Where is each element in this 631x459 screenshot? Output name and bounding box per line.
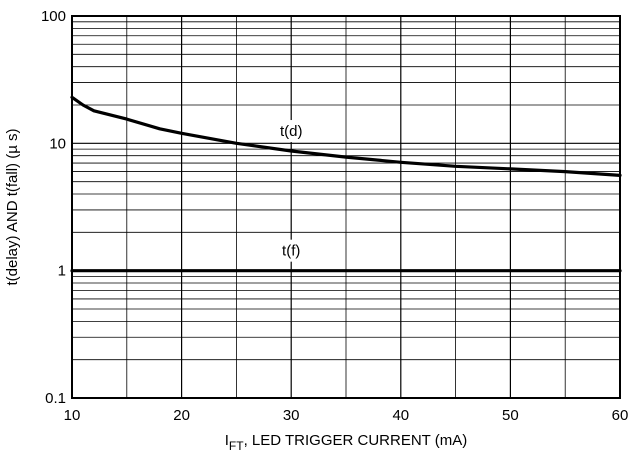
x-tick-label: 10 bbox=[64, 407, 81, 424]
y-tick-label: 100 bbox=[41, 8, 66, 25]
y-tick-label: 10 bbox=[49, 135, 66, 152]
x-axis-title-symbol: I bbox=[225, 432, 229, 449]
x-tick-label: 30 bbox=[283, 407, 300, 424]
x-axis-title-subscript: FT bbox=[229, 439, 244, 453]
x-tick-label: 40 bbox=[392, 407, 409, 424]
y-tick-labels: 0.1 1 10 100 bbox=[41, 8, 66, 407]
series-labels: t(d) t(f) bbox=[274, 120, 309, 262]
grid bbox=[71, 16, 621, 399]
series-label-bg bbox=[274, 120, 309, 143]
x-tick-label: 60 bbox=[612, 407, 629, 424]
x-tick-label: 50 bbox=[502, 407, 519, 424]
x-tick-label: 20 bbox=[173, 407, 190, 424]
series-label-bg bbox=[274, 239, 309, 262]
y-axis-title: t(delay) AND t(fall) (µ s) bbox=[4, 129, 21, 286]
x-axis-title-text: , LED TRIGGER CURRENT (mA) bbox=[244, 432, 468, 449]
y-tick-label: 0.1 bbox=[45, 390, 66, 407]
series-line-td bbox=[70, 95, 622, 177]
series-label-td: t(d) bbox=[280, 123, 303, 140]
x-tick-labels: 10 20 30 40 50 60 bbox=[64, 407, 629, 424]
series-label-tf: t(f) bbox=[282, 243, 300, 260]
plot-frame bbox=[71, 15, 621, 399]
series-lines bbox=[70, 95, 622, 273]
y-tick-label: 1 bbox=[58, 263, 66, 280]
x-axis-title: IFT, LED TRIGGER CURRENT (mA) bbox=[225, 432, 467, 453]
